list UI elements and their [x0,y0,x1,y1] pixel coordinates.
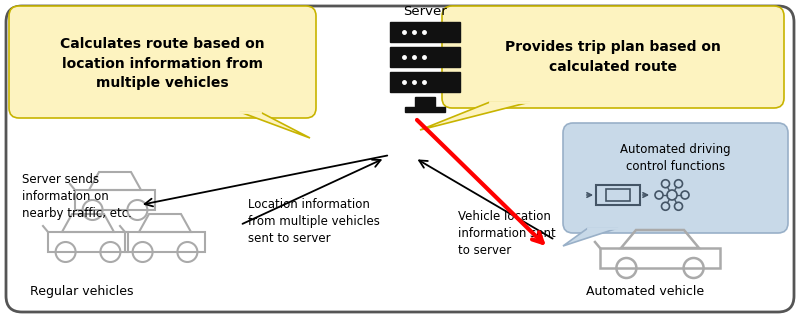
Bar [390,22,460,42]
Text: Vehicle location
information sent
to server: Vehicle location information sent to ser… [458,210,556,257]
Bar [405,107,445,112]
Text: Provides trip plan based on
calculated route: Provides trip plan based on calculated r… [505,40,721,74]
Polygon shape [420,102,530,130]
Text: Location information
from multiple vehicles
sent to server: Location information from multiple vehic… [248,198,380,245]
Bar [390,72,460,92]
Text: Server sends
information on
nearby traffic, etc.: Server sends information on nearby traff… [22,173,132,220]
Polygon shape [563,228,618,246]
Text: Calculates route based on
location information from
multiple vehicles: Calculates route based on location infor… [60,38,265,91]
Text: Regular vehicles: Regular vehicles [30,285,134,298]
Bar [415,97,435,107]
Text: Server: Server [403,5,447,18]
Text: Automated vehicle: Automated vehicle [586,285,704,298]
Polygon shape [240,112,310,138]
Bar [390,47,460,67]
Text: Automated driving
control functions: Automated driving control functions [620,142,731,174]
FancyBboxPatch shape [6,6,794,312]
Bar [606,189,630,201]
FancyBboxPatch shape [563,123,788,233]
Bar [596,185,640,205]
FancyBboxPatch shape [9,6,316,118]
FancyBboxPatch shape [442,6,784,108]
